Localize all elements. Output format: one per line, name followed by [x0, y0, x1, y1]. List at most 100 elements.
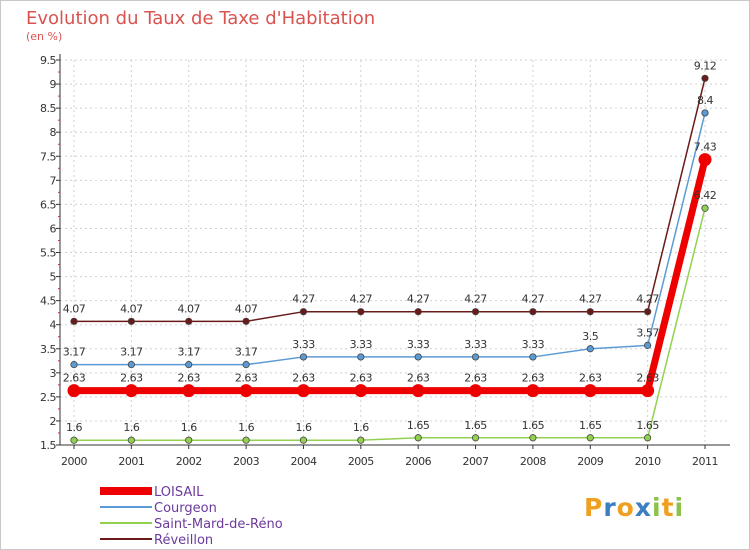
point-saint-mard-de-r-no — [70, 436, 78, 444]
y-tick-label: 8 — [50, 126, 57, 139]
data-label-r-veillon: 4.07 — [120, 302, 143, 315]
y-tick-label: 5.5 — [40, 247, 56, 260]
data-label-saint-mard-de-r-no: 1.65 — [579, 419, 602, 432]
point-loisail — [239, 384, 253, 398]
x-tick-label: 2001 — [118, 455, 144, 468]
data-label-courgeon: 3.17 — [120, 346, 143, 359]
legend: LOISAILCourgeonSaint-Mard-de-RénoRéveill… — [100, 485, 283, 548]
point-saint-mard-de-r-no — [471, 434, 480, 442]
data-label-saint-mard-de-r-no: 1.6 — [123, 421, 139, 434]
data-label-r-veillon: 4.07 — [177, 302, 200, 315]
data-label-loisail: 2.63 — [63, 372, 86, 385]
point-courgeon — [471, 353, 480, 361]
grid-layer — [60, 59, 730, 446]
x-tick-label: 2008 — [520, 455, 546, 468]
point-r-veillon — [701, 74, 709, 82]
y-tick-label: 6.5 — [40, 198, 56, 211]
data-label-r-veillon: 4.27 — [350, 293, 373, 306]
y-tick-label: 4 — [50, 319, 57, 332]
proxiti-letter: r — [603, 493, 616, 522]
data-label-saint-mard-de-r-no: 6.42 — [694, 189, 717, 202]
x-tick-label: 2007 — [463, 455, 489, 468]
point-saint-mard-de-r-no — [414, 434, 422, 442]
data-label-saint-mard-de-r-no: 1.65 — [636, 419, 659, 432]
point-courgeon — [185, 361, 193, 369]
point-r-veillon — [299, 308, 308, 316]
point-r-veillon — [127, 317, 135, 325]
x-tick-label: 2006 — [405, 455, 431, 468]
x-tick-label: 2011 — [692, 455, 718, 468]
legend-label-loisail: LOISAIL — [154, 485, 204, 500]
data-label-loisail: 2.63 — [407, 372, 430, 385]
point-courgeon — [242, 361, 250, 369]
y-tick-label: 6 — [50, 222, 57, 235]
point-loisail — [411, 384, 425, 398]
data-label-saint-mard-de-r-no: 1.6 — [353, 421, 369, 434]
proxiti-logo: Proxiti — [584, 493, 685, 522]
point-r-veillon — [70, 317, 78, 325]
point-saint-mard-de-r-no — [701, 204, 709, 212]
data-label-r-veillon: 9.12 — [694, 59, 717, 72]
data-label-loisail: 2.63 — [177, 372, 200, 385]
point-r-veillon — [529, 308, 537, 316]
data-label-loisail: 7.43 — [694, 141, 717, 154]
point-r-veillon — [414, 308, 422, 316]
point-saint-mard-de-r-no — [644, 434, 652, 442]
point-loisail — [526, 384, 540, 398]
point-loisail — [469, 384, 483, 398]
data-label-saint-mard-de-r-no: 1.6 — [66, 421, 82, 434]
legend-label-saint-mard-de-r-no: Saint-Mard-de-Réno — [154, 517, 283, 532]
y-tick-label: 4.5 — [40, 295, 56, 308]
data-label-courgeon: 3.33 — [464, 338, 487, 351]
point-r-veillon — [357, 308, 365, 316]
point-courgeon — [529, 353, 537, 361]
label-layer: 4.07 4.07 4.07 4.07 4.27 4.27 4.27 4.27 4.27 4.27… — [63, 59, 717, 434]
point-r-veillon — [242, 317, 250, 325]
data-label-loisail: 2.63 — [120, 372, 143, 385]
point-saint-mard-de-r-no — [529, 434, 537, 442]
data-label-courgeon: 3.5 — [582, 330, 598, 343]
data-label-saint-mard-de-r-no: 1.6 — [238, 421, 254, 434]
y-tick-label: 2 — [50, 415, 57, 428]
y-tick-label: 1.5 — [40, 439, 56, 452]
y-tick-label: 2.5 — [40, 391, 56, 404]
data-label-loisail: 2.63 — [464, 372, 487, 385]
series-layer — [67, 74, 712, 444]
data-label-r-veillon: 4.27 — [464, 293, 487, 306]
point-loisail — [583, 384, 597, 398]
y-tick-label: 7.5 — [40, 150, 56, 163]
x-tick-label: 2005 — [348, 455, 374, 468]
data-label-courgeon: 3.17 — [63, 346, 86, 359]
data-label-courgeon: 3.33 — [522, 338, 545, 351]
axis-layer: 1.5 2 2.5 3 3.5 4 4.5 5 5.5 6 6.5 7 7.5 8 8.5 9 9.5 2000 2… — [40, 54, 730, 468]
data-label-loisail: 2.63 — [235, 372, 258, 385]
point-saint-mard-de-r-no — [242, 436, 250, 444]
point-saint-mard-de-r-no — [299, 436, 308, 444]
y-tick-label: 3 — [50, 367, 57, 380]
proxiti-letter: x — [635, 493, 652, 522]
point-saint-mard-de-r-no — [357, 436, 365, 444]
data-label-loisail: 2.63 — [292, 372, 315, 385]
point-loisail — [354, 384, 368, 398]
point-r-veillon — [185, 317, 193, 325]
proxiti-letter: i — [675, 493, 685, 522]
point-saint-mard-de-r-no — [185, 436, 193, 444]
point-loisail — [296, 384, 310, 398]
point-courgeon — [701, 109, 709, 117]
proxiti-letter: i — [652, 493, 662, 522]
series-line-courgeon — [74, 112, 706, 366]
x-tick-label: 2002 — [176, 455, 202, 468]
y-tick-label: 9.5 — [40, 54, 56, 67]
x-tick-label: 2010 — [635, 455, 661, 468]
data-label-saint-mard-de-r-no: 1.65 — [522, 419, 545, 432]
chart-unit-label: (en %) — [26, 30, 62, 43]
data-label-courgeon: 3.17 — [177, 346, 200, 359]
y-tick-label: 9 — [50, 78, 57, 91]
point-loisail — [67, 384, 81, 398]
data-label-saint-mard-de-r-no: 1.6 — [181, 421, 197, 434]
data-label-loisail: 2.63 — [350, 372, 373, 385]
chart-title: Evolution du Taux de Taxe d'Habitation — [26, 8, 375, 29]
data-label-r-veillon: 4.27 — [292, 293, 315, 306]
